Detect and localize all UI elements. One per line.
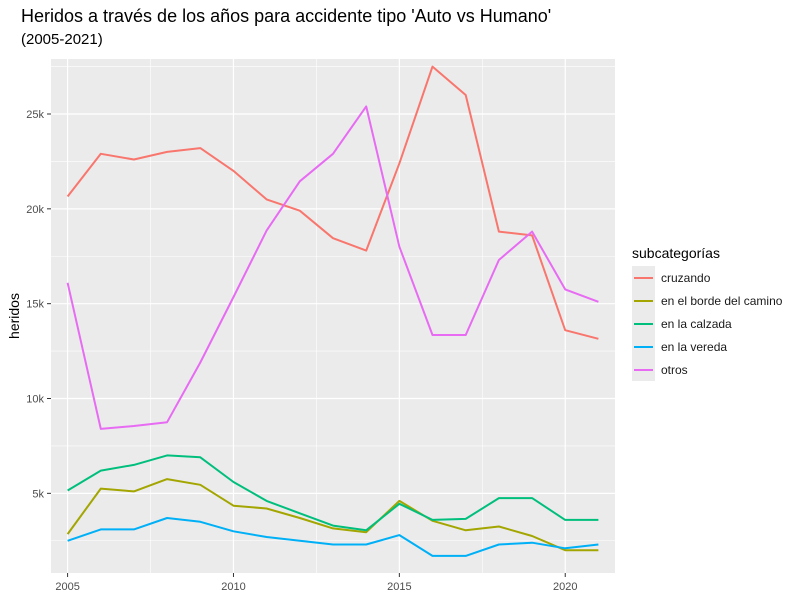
minor-gridlines <box>51 59 615 573</box>
x-tick-label: 2005 <box>55 581 79 593</box>
legend-key <box>632 335 655 358</box>
legend-key <box>632 358 655 381</box>
legend-label: en la vereda <box>661 339 728 354</box>
legend-item: en la vereda <box>632 335 800 358</box>
legend-title: subcategorías <box>632 245 720 261</box>
series-line-en-el-borde-del-camino <box>66 478 599 552</box>
legend-item: en el borde del camino <box>632 289 800 312</box>
series-line-en-la-vereda <box>67 517 599 557</box>
legend-swatch <box>634 345 653 348</box>
legend-key <box>632 289 655 312</box>
legend-swatch <box>634 368 653 371</box>
legend-key <box>632 266 655 289</box>
legend-item: cruzando <box>632 266 800 289</box>
y-tick-label: 15k <box>26 299 44 311</box>
y-axis-title: heridos <box>6 293 22 339</box>
legend-label: otros <box>661 362 688 377</box>
major-gridlines <box>51 59 615 573</box>
chart-subtitle: (2005-2021) <box>21 31 103 48</box>
x-axis: 2005 2010 2015 2020 <box>55 573 577 593</box>
legend-key <box>632 312 655 335</box>
legend-label: cruzando <box>661 270 711 285</box>
x-tick-label: 2010 <box>221 581 245 593</box>
y-axis: 5k 10k 15k 20k 25k <box>26 109 51 500</box>
legend-label: en el borde del camino <box>661 293 783 308</box>
legend-swatch <box>634 276 653 279</box>
legend: subcategorías cruzando en el borde del ca… <box>632 245 800 381</box>
x-tick-label: 2015 <box>387 581 411 593</box>
legend-label: en la calzada <box>661 316 732 331</box>
series-line-otros <box>66 105 599 430</box>
legend-swatch <box>634 299 653 302</box>
y-tick-label: 20k <box>26 204 44 216</box>
legend-items: cruzando en el borde del camino en la calz… <box>632 266 800 381</box>
y-tick-label: 5k <box>32 488 44 500</box>
y-tick-label: 10k <box>26 394 44 406</box>
legend-swatch <box>634 322 653 325</box>
series-line-en-la-calzada <box>67 454 599 532</box>
legend-item: otros <box>632 358 800 381</box>
x-tick-label: 2020 <box>553 581 577 593</box>
chart-title: Heridos a través de los años para accide… <box>21 6 552 26</box>
y-tick-label: 25k <box>26 109 44 121</box>
series-lines <box>66 65 599 557</box>
series-line-cruzando <box>66 65 599 340</box>
legend-item: en la calzada <box>632 312 800 335</box>
plot-panel <box>51 59 615 573</box>
